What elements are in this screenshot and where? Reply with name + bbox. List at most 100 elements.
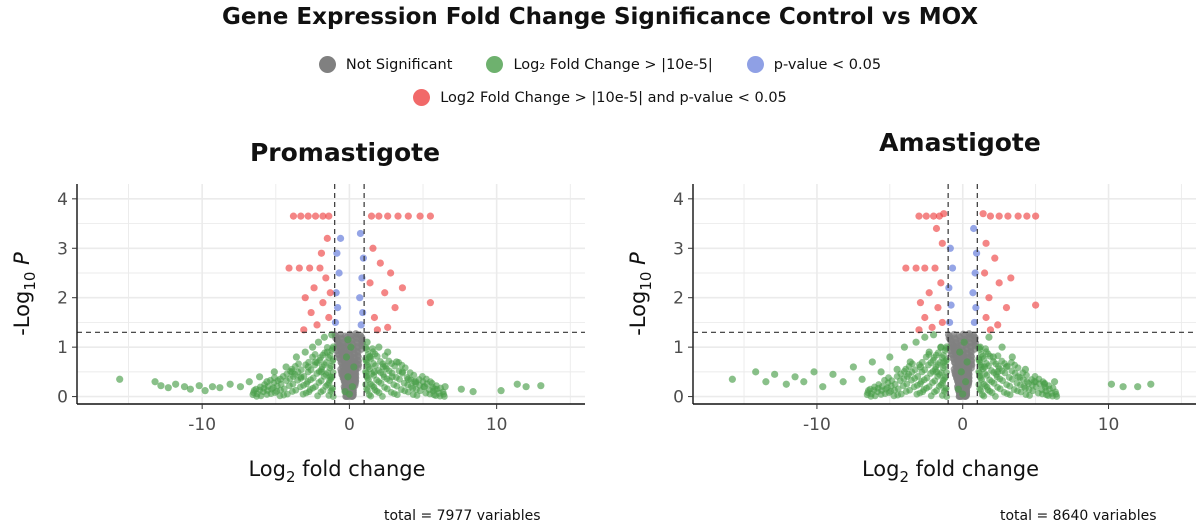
point-fold-change [116, 375, 124, 383]
point-significant [316, 264, 324, 272]
point-fold-change [1021, 365, 1030, 373]
point-fold-change [897, 390, 905, 398]
point-fold-change [906, 358, 914, 366]
point-fold-change [398, 368, 407, 376]
point-fold-change [282, 363, 290, 371]
y-tick-label: 2 [57, 289, 68, 309]
point-fold-change [985, 333, 993, 341]
point-fold-change [208, 383, 217, 391]
point-fold-change [989, 353, 997, 361]
point-not-significant [352, 377, 360, 385]
point-fold-change [782, 380, 790, 388]
point-significant [928, 323, 936, 331]
point-fold-change [379, 363, 387, 371]
point-fold-change [1010, 386, 1018, 393]
point-fold-change [728, 375, 736, 383]
point-significant [934, 303, 942, 312]
point-fold-change [1022, 391, 1030, 399]
point-fold-change [925, 348, 933, 356]
point-significant [980, 269, 989, 277]
point-fold-change [431, 385, 439, 393]
point-fold-change [1008, 367, 1016, 375]
point-significant [1007, 274, 1015, 282]
x-tick-label: -10 [188, 415, 216, 435]
point-fold-change [422, 389, 430, 397]
point-fold-change [1008, 353, 1016, 361]
point-significant [384, 323, 392, 331]
point-significant [384, 212, 392, 220]
point-significant [323, 234, 331, 242]
point-pvalue [946, 318, 954, 327]
point-fold-change [925, 383, 933, 390]
point-fold-change [942, 373, 949, 381]
point-fold-change [325, 392, 333, 399]
point-fold-change [319, 387, 327, 394]
point-fold-change [379, 393, 386, 400]
point-pvalue [948, 264, 957, 272]
point-fold-change [934, 349, 942, 357]
point-fold-change [921, 333, 929, 341]
point-significant [938, 239, 946, 247]
point-fold-change [370, 360, 377, 367]
point-significant [915, 326, 923, 334]
point-fold-change [998, 343, 1006, 351]
point-significant [925, 289, 933, 297]
point-fold-change [937, 343, 945, 351]
point-significant [1004, 212, 1012, 220]
point-pvalue [356, 229, 365, 238]
point-fold-change [245, 378, 253, 386]
legend-dot-grey [318, 56, 336, 73]
point-fold-change [320, 333, 328, 341]
point-fold-change [276, 375, 284, 383]
point-fold-change [270, 368, 278, 376]
point-fold-change [900, 343, 909, 351]
point-significant [922, 212, 930, 220]
point-significant [295, 264, 303, 272]
point-fold-change [301, 348, 309, 356]
point-fold-change [308, 343, 317, 351]
point-fold-change [858, 375, 866, 383]
point-significant [366, 279, 374, 287]
point-fold-change [348, 383, 356, 391]
point-significant [306, 264, 314, 272]
point-fold-change [1013, 379, 1021, 387]
point-significant [915, 212, 923, 220]
point-fold-change [954, 385, 962, 393]
point-not-significant [349, 372, 357, 380]
legend-dot-blue [746, 56, 764, 73]
point-fold-change [537, 382, 545, 390]
point-significant [319, 299, 327, 307]
legend-item-fold-change: Log₂ Fold Change > |10e-5| [486, 56, 713, 73]
y-axis-title: -Log10 P [10, 252, 39, 336]
point-fold-change [288, 368, 296, 376]
point-fold-change [1000, 389, 1008, 396]
point-significant [937, 279, 945, 287]
legend-dot-green [486, 56, 504, 73]
point-significant [370, 313, 379, 322]
point-fold-change [344, 373, 352, 381]
point-fold-change [940, 358, 948, 366]
point-fold-change [819, 383, 827, 391]
point-fold-change [311, 351, 319, 358]
point-significant [398, 284, 407, 292]
point-fold-change [409, 384, 417, 392]
point-significant [311, 212, 320, 220]
point-fold-change [871, 392, 879, 400]
point-fold-change [390, 381, 398, 388]
point-fold-change [994, 383, 1001, 391]
point-fold-change [980, 380, 988, 388]
point-significant [426, 299, 434, 307]
point-significant [995, 212, 1003, 220]
point-fold-change [980, 363, 989, 371]
point-fold-change [956, 348, 964, 356]
point-fold-change [376, 358, 384, 365]
y-tick-label: 1 [673, 338, 684, 358]
point-fold-change [752, 368, 760, 376]
panel-title-promastigote: Promastigote [249, 138, 441, 167]
point-significant [982, 313, 990, 322]
point-fold-change [1147, 380, 1155, 388]
point-significant [404, 212, 412, 220]
point-fold-change [960, 338, 968, 346]
point-pvalue [970, 224, 978, 233]
point-fold-change [522, 383, 530, 391]
